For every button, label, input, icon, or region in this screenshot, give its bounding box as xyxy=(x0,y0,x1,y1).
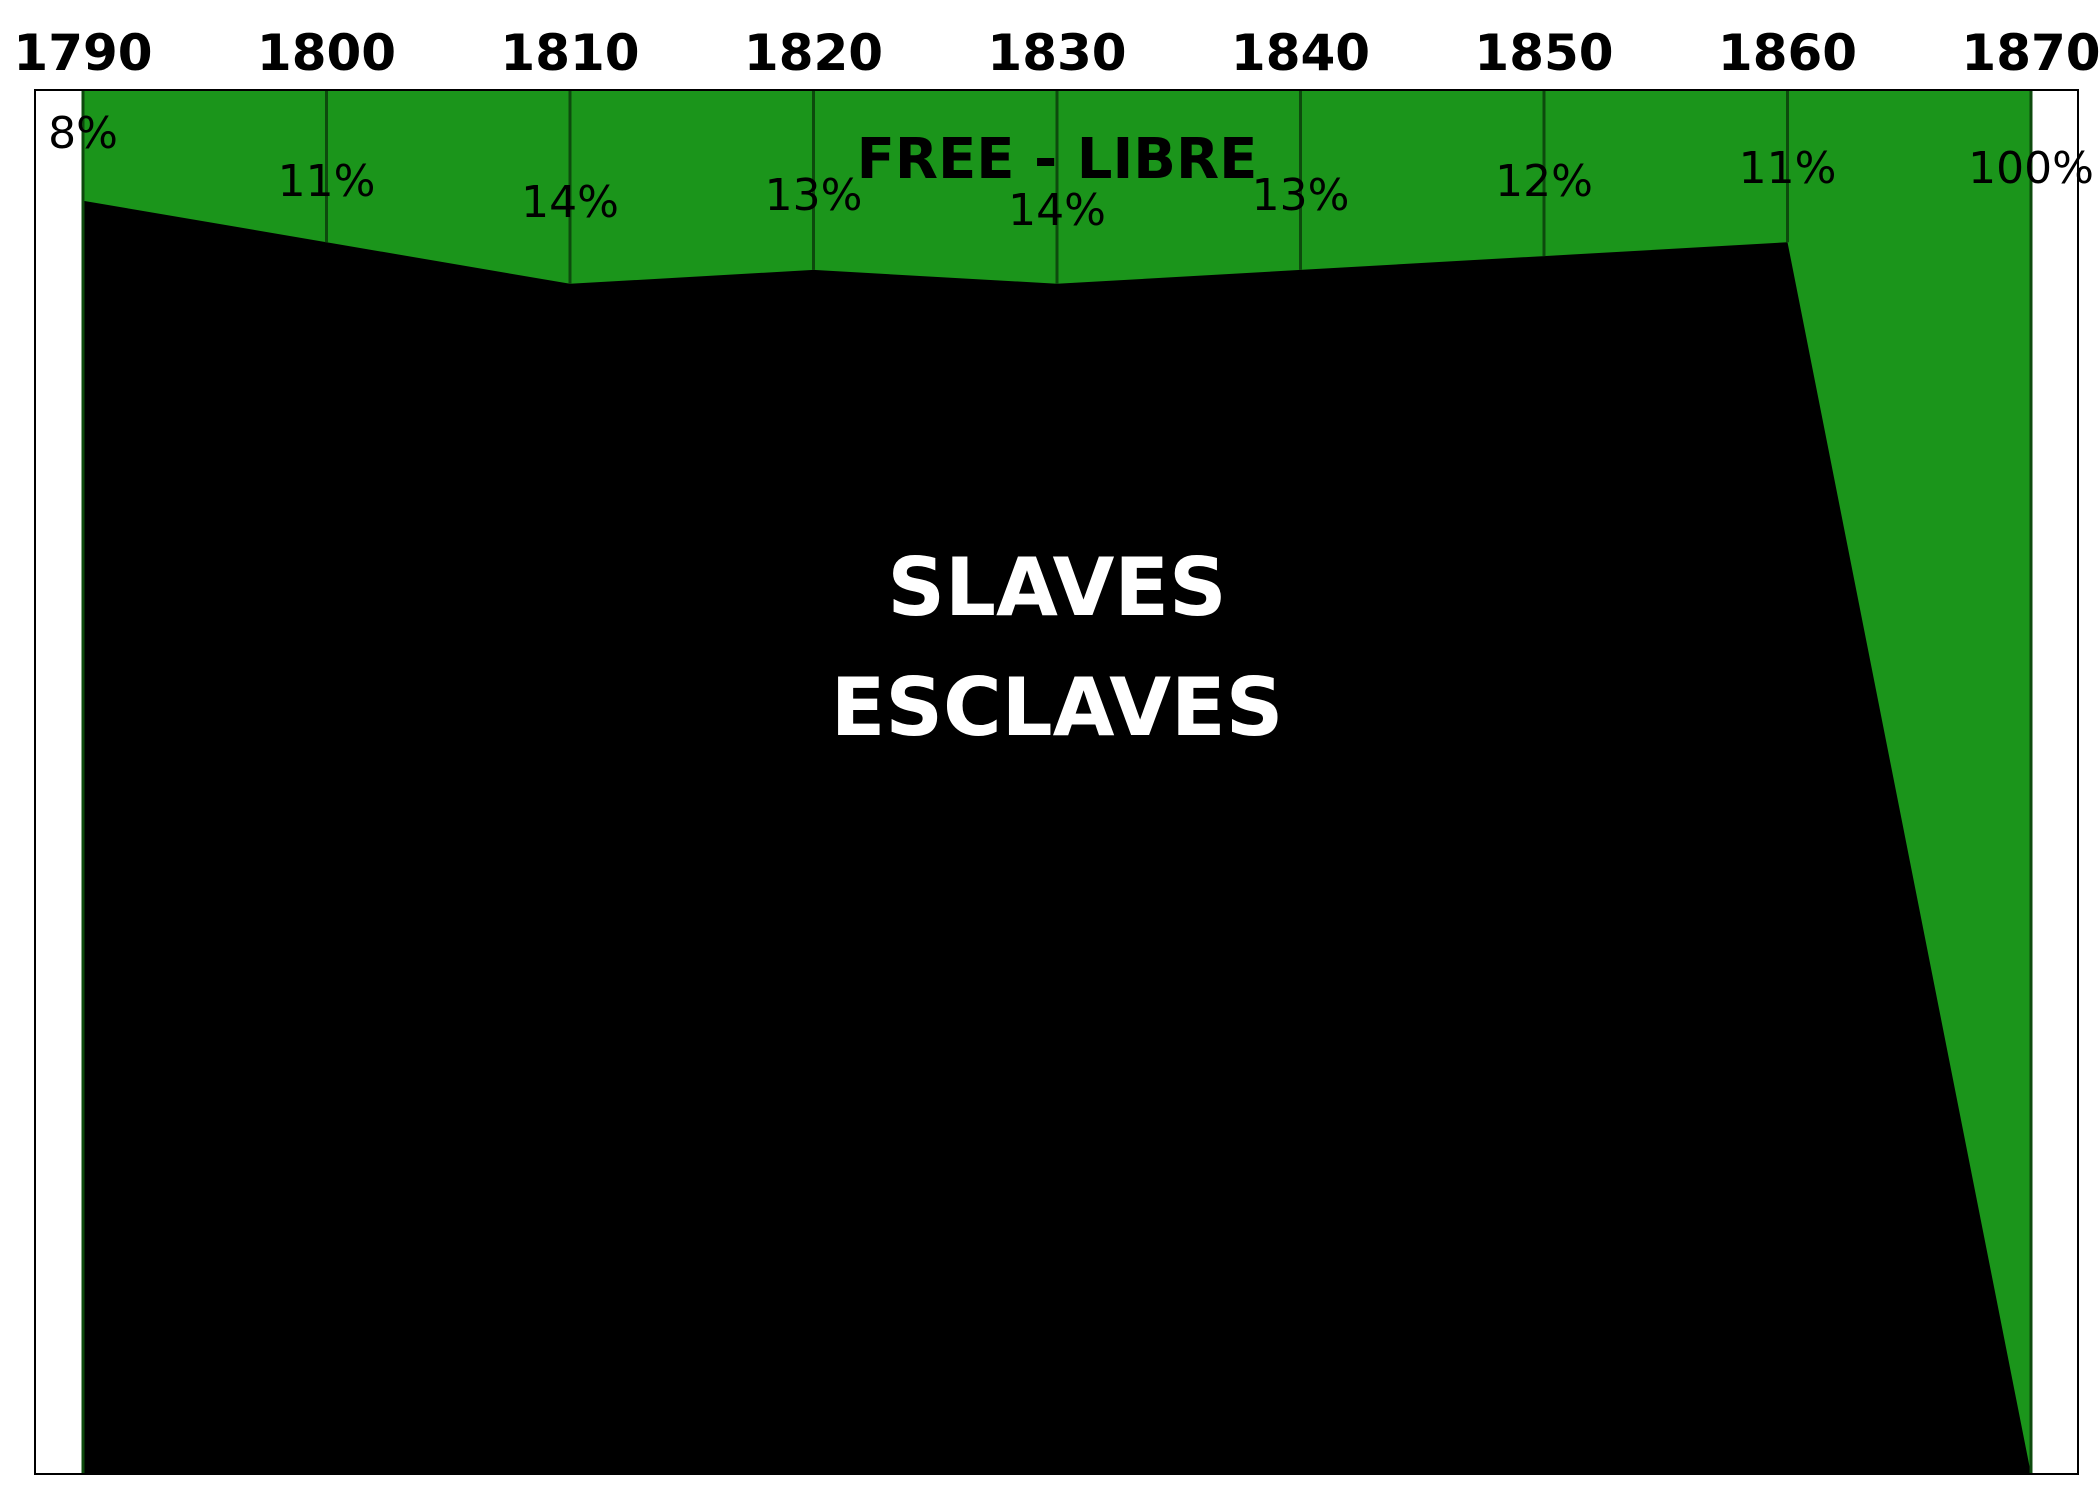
x-tick-label-1830: 1830 xyxy=(987,24,1126,82)
chart-areas xyxy=(83,90,2031,1475)
x-tick-label-1860: 1860 xyxy=(1718,24,1857,82)
data-label-1820: 13% xyxy=(765,170,863,221)
data-label-1800: 11% xyxy=(278,156,376,207)
x-tick-label-1820: 1820 xyxy=(744,24,883,82)
x-tick-label-1800: 1800 xyxy=(257,24,396,82)
free-area-label: FREE - LIBRE xyxy=(857,127,1258,192)
data-label-1840: 13% xyxy=(1252,170,1350,221)
x-tick-label-1850: 1850 xyxy=(1474,24,1613,82)
data-label-1790: 8% xyxy=(48,108,118,159)
slaves-area-label-line2: ESCLAVES xyxy=(831,661,1284,754)
x-tick-labels: 1790 1800 1810 1820 1830 1840 1850 1860 1870 xyxy=(13,24,2100,82)
data-labels: 8% 11% 14% 13% 14% 13% 12% 11% 100% xyxy=(48,108,2094,236)
chart-gridlines xyxy=(81,90,2033,1474)
x-tick-label-1870: 1870 xyxy=(1961,24,2100,82)
data-label-1830: 14% xyxy=(1008,185,1106,236)
data-label-1850: 12% xyxy=(1495,156,1593,207)
x-tick-label-1810: 1810 xyxy=(500,24,639,82)
plot-frame xyxy=(34,89,2079,1475)
data-label-1810: 14% xyxy=(521,177,619,228)
x-tick-label-1790: 1790 xyxy=(13,24,152,82)
x-tick-label-1840: 1840 xyxy=(1231,24,1370,82)
slaves-area xyxy=(83,200,2031,1475)
data-label-1870: 100% xyxy=(1968,143,2094,194)
data-label-1860: 11% xyxy=(1739,143,1837,194)
slaves-area-label-line1: SLAVES xyxy=(887,541,1226,634)
